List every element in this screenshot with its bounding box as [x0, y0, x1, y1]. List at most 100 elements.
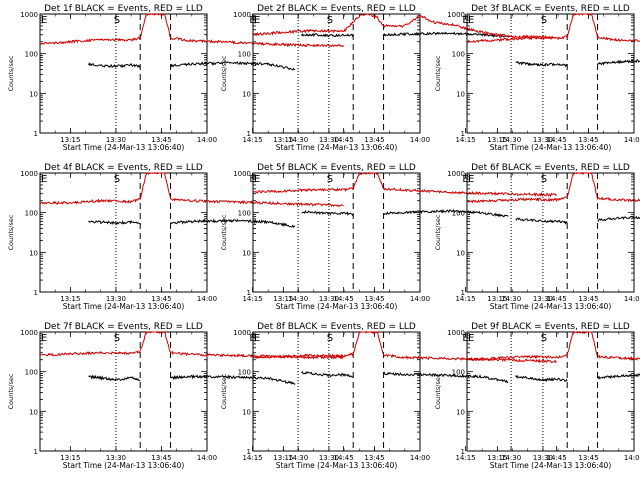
series-events-line	[301, 32, 354, 38]
x-tick-label: 13:15	[273, 454, 293, 462]
detector-panel-3: Det 3f BLACK = Events, RED = LLD Counts/s…	[434, 4, 640, 152]
y-axis-label: Counts/sec	[434, 373, 442, 409]
marker-e-start: E	[468, 15, 474, 26]
marker-e-start: E	[468, 333, 474, 344]
x-tick-label: 14:15	[455, 295, 475, 303]
plot-frame	[252, 13, 421, 134]
x-tick-label: 13:30	[319, 454, 339, 462]
x-tick-label: 14:45	[334, 454, 354, 462]
x-tick-label: 13:30	[533, 454, 553, 462]
x-tick-label: 14:15	[455, 136, 475, 144]
marker-e-start: E	[468, 174, 474, 185]
x-tick-label: 14:45	[334, 136, 354, 144]
y-tick-label: 100	[452, 210, 465, 218]
y-tick-label: 1	[247, 130, 251, 138]
y-tick-label: 1000	[20, 170, 38, 178]
x-tick-label: 13:15	[273, 136, 293, 144]
detector-panel-2: Det 2f BLACK = Events, RED = LLD Counts/s…	[220, 4, 567, 152]
detector-panel-9: Det 9f BLACK = Events, RED = LLD Counts/s…	[434, 322, 640, 470]
y-tick-label: 1000	[20, 11, 38, 19]
y-tick-label: 1000	[20, 329, 38, 337]
y-tick-label: 100	[25, 369, 38, 377]
series-lld-line	[39, 172, 344, 208]
panel-title: Det 5f BLACK = Events, RED = LLD	[257, 163, 416, 173]
series-events-line	[170, 61, 296, 71]
series-events-line	[170, 218, 296, 228]
series-lld-line	[466, 331, 640, 362]
x-tick-label: 14:15	[242, 136, 262, 144]
marker-e-start: E	[254, 174, 260, 185]
x-tick-label: 13:30	[533, 136, 553, 144]
series-events-line	[301, 370, 354, 378]
y-axis-label: Counts/sec	[7, 214, 15, 250]
series-events-line	[383, 208, 509, 218]
x-axis-label: Start Time (24-Mar-13 13:06:40)	[276, 461, 398, 470]
series-events-line	[515, 374, 568, 383]
x-axis-label: Start Time (24-Mar-13 13:06:40)	[276, 143, 398, 152]
y-tick-label: 10	[29, 249, 38, 257]
x-tick-label: 13:30	[106, 136, 126, 144]
x-axis-label: Start Time (24-Mar-13 13:06:40)	[63, 461, 185, 470]
x-tick-label: 13:30	[533, 295, 553, 303]
x-tick-label: 13:15	[273, 295, 293, 303]
y-tick-label: 10	[456, 249, 465, 257]
y-tick-label: 1000	[447, 170, 465, 178]
panel-title: Det 8f BLACK = Events, RED = LLD	[257, 322, 416, 332]
panel-title: Det 2f BLACK = Events, RED = LLD	[257, 4, 416, 14]
marker-s: S	[327, 174, 333, 185]
y-axis-label: Counts/sec	[220, 55, 228, 91]
x-tick-label: 13:15	[60, 295, 80, 303]
y-tick-label: 1	[461, 289, 465, 297]
x-tick-label: 14:15	[242, 295, 262, 303]
y-tick-label: 10	[456, 408, 465, 416]
marker-e-start: E	[41, 333, 47, 344]
x-axis-label: Start Time (24-Mar-13 13:06:40)	[63, 143, 185, 152]
y-axis-label: Counts/sec	[434, 55, 442, 91]
y-axis-label: Counts/sec	[7, 55, 15, 91]
x-tick-label: 13:45	[578, 454, 598, 462]
panel-title: Det 7f BLACK = Events, RED = LLD	[44, 322, 203, 332]
marker-e-start: E	[41, 15, 47, 26]
x-tick-label: 13:30	[106, 295, 126, 303]
marker-s: S	[541, 333, 547, 344]
x-tick-label: 14:00	[624, 295, 640, 303]
x-axis-label: Start Time (24-Mar-13 13:06:40)	[276, 302, 398, 311]
y-axis-label: Counts/sec	[220, 373, 228, 409]
y-tick-label: 100	[452, 51, 465, 59]
y-tick-label: 10	[456, 90, 465, 98]
y-tick-label: 100	[452, 369, 465, 377]
detector-panel-5: Det 5f BLACK = Events, RED = LLD Counts/s…	[220, 163, 567, 311]
y-tick-label: 100	[238, 369, 251, 377]
x-tick-label: 13:45	[364, 295, 384, 303]
marker-s: S	[541, 15, 547, 26]
y-tick-label: 100	[238, 51, 251, 59]
marker-e-start: E	[254, 333, 260, 344]
y-tick-label: 1	[34, 448, 38, 456]
series-events-line	[301, 209, 354, 216]
series-events-line	[597, 59, 640, 66]
x-tick-label: 13:30	[106, 454, 126, 462]
detector-panel-4: Det 4f BLACK = Events, RED = LLD Counts/s…	[7, 163, 354, 311]
marker-s: S	[541, 174, 547, 185]
marker-e: E	[462, 333, 468, 344]
x-tick-label: 14:00	[197, 295, 217, 303]
x-tick-label: 13:15	[487, 454, 507, 462]
y-tick-label: 1	[34, 130, 38, 138]
series-lld-line	[252, 171, 557, 198]
marker-e-start: E	[254, 15, 260, 26]
x-tick-label: 14:30	[288, 454, 308, 462]
y-axis-label: Counts/sec	[220, 214, 228, 250]
series-events-line	[597, 215, 640, 222]
y-tick-label: 10	[242, 408, 251, 416]
x-tick-label: 14:00	[410, 136, 430, 144]
y-tick-label: 1	[247, 448, 251, 456]
detector-panel-1: Det 1f BLACK = Events, RED = LLD Counts/s…	[7, 4, 354, 152]
x-axis-label: Start Time (24-Mar-13 13:06:40)	[490, 143, 612, 152]
y-tick-label: 10	[242, 249, 251, 257]
x-tick-label: 13:45	[151, 136, 171, 144]
x-tick-label: 13:15	[60, 454, 80, 462]
series-lld-line	[39, 13, 345, 48]
marker-e: E	[462, 174, 468, 185]
